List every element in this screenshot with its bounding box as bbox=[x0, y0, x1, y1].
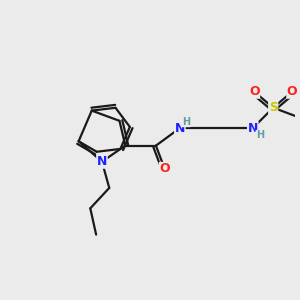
Text: N: N bbox=[248, 122, 258, 135]
Text: S: S bbox=[269, 101, 278, 114]
Text: H: H bbox=[182, 117, 190, 127]
Text: N: N bbox=[175, 122, 185, 135]
Text: O: O bbox=[249, 85, 260, 98]
Text: H: H bbox=[256, 130, 264, 140]
Text: O: O bbox=[287, 85, 298, 98]
Text: N: N bbox=[97, 155, 107, 168]
Text: O: O bbox=[159, 163, 170, 176]
